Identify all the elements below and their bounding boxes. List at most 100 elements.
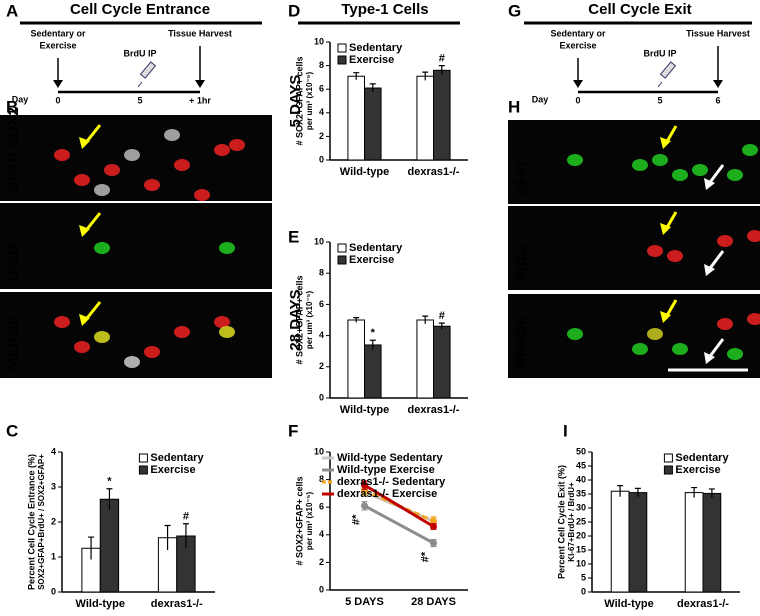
y-tick-label: 4 bbox=[319, 330, 324, 340]
y-axis-label: # SOX2+GFAP+ cells bbox=[294, 56, 304, 145]
y-tick-label: 6 bbox=[319, 84, 324, 94]
y-tick-label: 4 bbox=[51, 446, 56, 456]
timeline-end: Tissue Harvest bbox=[686, 28, 750, 38]
y-axis-label: Percent Cell Cycle Exit (%) bbox=[556, 465, 566, 579]
panel-letter: E bbox=[288, 227, 299, 246]
panel-letter: I bbox=[563, 421, 568, 440]
image-label: SOX2 bbox=[5, 107, 22, 147]
timeline-mark: 0 bbox=[575, 95, 580, 105]
cell bbox=[567, 154, 583, 166]
legend-label: Sedentary bbox=[150, 452, 204, 464]
legend-swatch bbox=[337, 43, 347, 53]
significance: #* bbox=[419, 551, 431, 562]
cell bbox=[667, 250, 683, 262]
image-label: BrdU bbox=[5, 244, 22, 281]
significance: #* bbox=[350, 514, 362, 525]
y-tick-label: 2 bbox=[319, 131, 324, 141]
error-bar bbox=[634, 487, 641, 497]
arrow-head bbox=[573, 80, 583, 88]
error-bar bbox=[422, 71, 429, 81]
legend-label: Wild-type Exercise bbox=[337, 464, 435, 476]
y-tick-label: 4 bbox=[319, 529, 324, 539]
y-axis-label: KI-67+BrdU+ / BrdU+ bbox=[567, 482, 576, 562]
bar bbox=[684, 492, 704, 593]
y-axis-label: per um³ (x10⁻⁵) bbox=[305, 492, 314, 551]
syringe bbox=[659, 61, 677, 79]
cell bbox=[219, 326, 235, 338]
significance: # bbox=[439, 53, 445, 65]
series-line bbox=[363, 483, 435, 528]
bar bbox=[610, 490, 630, 593]
bar bbox=[364, 344, 382, 399]
cell bbox=[747, 313, 760, 325]
y-tick-label: 4 bbox=[319, 107, 324, 117]
cell bbox=[632, 343, 648, 355]
cell bbox=[144, 179, 160, 191]
cell bbox=[54, 316, 70, 328]
x-tick-label: Wild-type bbox=[76, 598, 125, 610]
panel-letter: H bbox=[508, 97, 520, 116]
y-tick-label: 15 bbox=[576, 544, 586, 554]
legend-label: Wild-type Sedentary bbox=[337, 452, 444, 464]
cell bbox=[647, 245, 663, 257]
y-tick-label: 0 bbox=[581, 586, 586, 596]
cell bbox=[727, 348, 743, 360]
y-tick-label: 2 bbox=[51, 516, 56, 526]
timeline-injection: BrdU IP bbox=[643, 48, 676, 58]
cell bbox=[567, 328, 583, 340]
y-tick-label: 50 bbox=[576, 446, 586, 456]
cell bbox=[124, 356, 140, 368]
legend-swatch bbox=[138, 453, 148, 463]
legend-label: Sedentary bbox=[349, 42, 403, 54]
error-bar bbox=[353, 317, 360, 323]
x-tick-label: dexras1-/- bbox=[677, 598, 729, 610]
legend-label: dexras1-/- Sedentary bbox=[337, 476, 446, 488]
y-tick-label: 1 bbox=[51, 551, 56, 561]
error-bar bbox=[422, 315, 429, 324]
y-axis-label: per um³ (x10⁻⁵) bbox=[305, 72, 314, 131]
timeline-start: Sedentary or bbox=[30, 28, 86, 38]
legend-swatch bbox=[337, 255, 347, 265]
cell bbox=[219, 242, 235, 254]
point bbox=[430, 539, 437, 547]
y-tick-label: 0 bbox=[51, 586, 56, 596]
cell bbox=[692, 164, 708, 176]
y-tick-label: 30 bbox=[576, 502, 586, 512]
error-bar bbox=[353, 72, 360, 80]
y-tick-label: 0 bbox=[319, 584, 324, 594]
significance: * bbox=[371, 327, 376, 339]
error-bar bbox=[88, 536, 95, 560]
y-tick-label: 2 bbox=[319, 361, 324, 371]
image-label: KI-67 bbox=[513, 159, 530, 196]
x-tick-label: dexras1-/- bbox=[151, 598, 203, 610]
significance: * bbox=[107, 476, 112, 488]
significance: # bbox=[439, 310, 445, 322]
timeline-mark: 6 bbox=[715, 95, 720, 105]
micrograph bbox=[508, 206, 760, 290]
y-tick-label: 45 bbox=[576, 460, 586, 470]
bar bbox=[628, 492, 648, 593]
timeline-mark: 0 bbox=[55, 95, 60, 105]
point bbox=[361, 481, 368, 489]
cell bbox=[672, 169, 688, 181]
error-bar bbox=[369, 339, 376, 350]
bar bbox=[433, 325, 451, 399]
y-tick-label: 8 bbox=[319, 268, 324, 278]
cell bbox=[144, 346, 160, 358]
image-label: BrdU bbox=[513, 245, 530, 282]
arrow-head bbox=[195, 80, 205, 88]
y-axis-label: per um³ (x10⁻⁵) bbox=[305, 291, 314, 350]
y-tick-label: 25 bbox=[576, 516, 586, 526]
panel-letter: G bbox=[508, 1, 521, 20]
cell bbox=[747, 230, 760, 242]
y-tick-label: 10 bbox=[576, 558, 586, 568]
y-axis-label: # SOX2+GFAP+ cells bbox=[294, 476, 304, 565]
syringe bbox=[139, 61, 157, 79]
legend-label: Sedentary bbox=[675, 452, 729, 464]
x-tick-label: dexras1-/- bbox=[408, 166, 460, 178]
cell bbox=[632, 159, 648, 171]
timeline-mark: 5 bbox=[657, 95, 662, 105]
timeline-start: Exercise bbox=[39, 40, 76, 50]
